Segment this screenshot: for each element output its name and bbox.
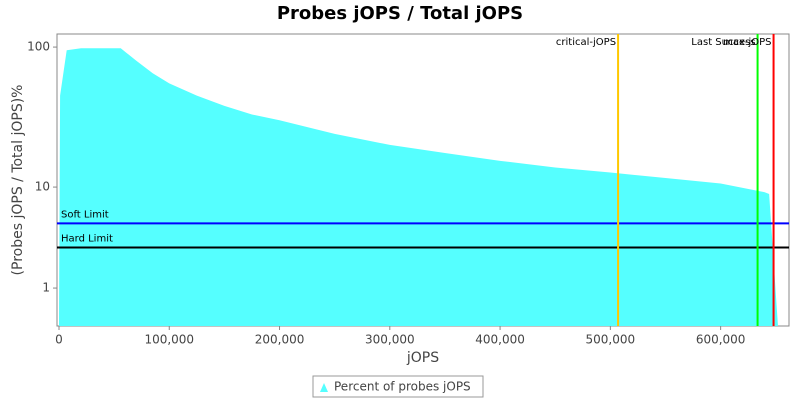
x-axis-label: jOPS [406,350,439,366]
marker-label: max-jOPS [723,37,771,48]
x-tick-label: 500,000 [586,333,636,347]
marker-label: Hard Limit [61,234,113,245]
x-tick-label: 400,000 [475,333,525,347]
legend-swatch [320,383,328,392]
y-tick-label: 1 [42,281,50,295]
y-axis-label: (Probes jOPS / Total jOPS)% [10,85,26,276]
y-tick-label: 10 [35,180,50,194]
marker-label: Last Success [691,37,755,48]
legend-box [312,375,484,398]
chart-title: Probes jOPS / Total jOPS [277,3,523,24]
x-tick-label: 600,000 [696,333,746,347]
x-tick-label: 200,000 [255,333,305,347]
y-tick-label: 100 [27,40,50,54]
marker-label: Soft Limit [61,209,109,220]
x-tick-label: 300,000 [365,333,415,347]
area [58,48,778,326]
x-tick-label: 0 [55,333,63,347]
marker-label: critical-jOPS [556,37,616,48]
legend-label: Percent of probes jOPS [334,380,471,394]
x-tick-label: 100,000 [144,333,194,347]
